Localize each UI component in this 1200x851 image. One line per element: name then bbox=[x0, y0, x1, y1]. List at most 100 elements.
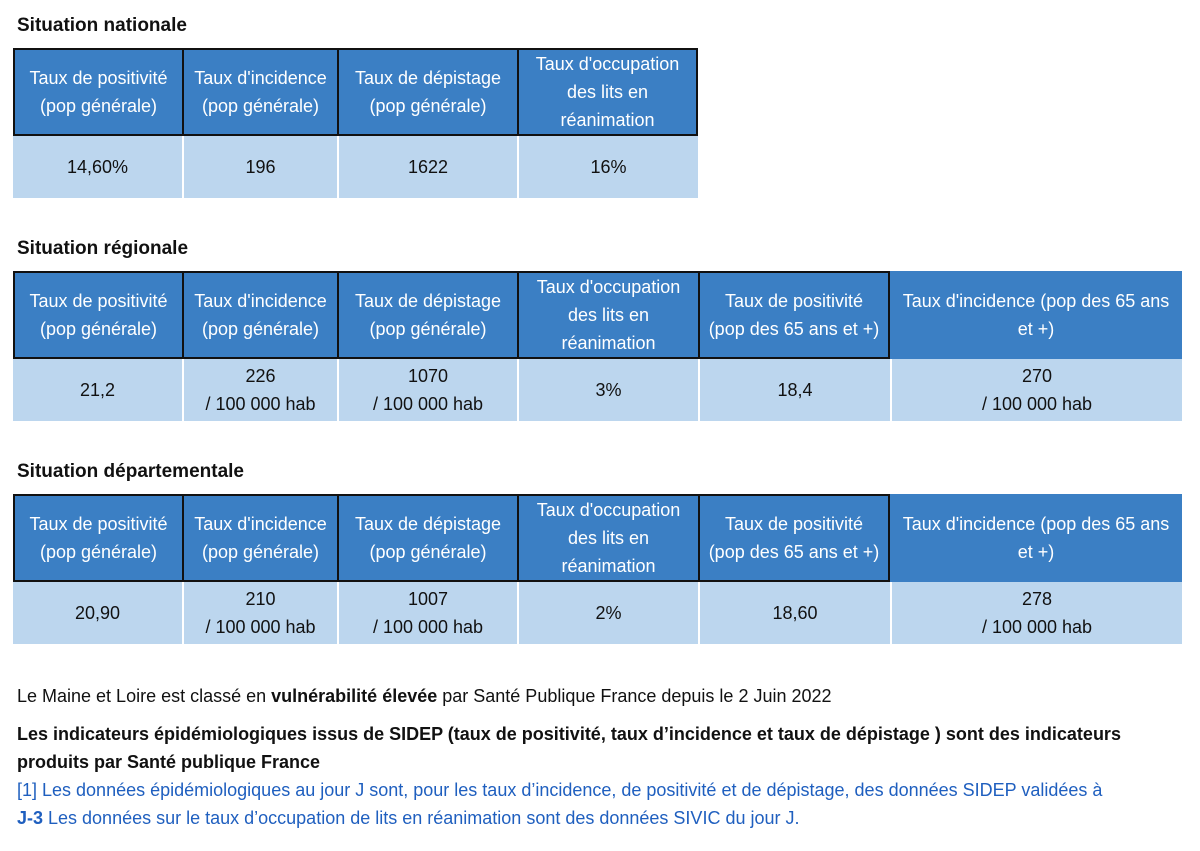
cell-line: Taux de dépistage bbox=[354, 291, 502, 311]
cell-line: Taux de positivité bbox=[29, 514, 168, 534]
cell-line: Taux d'occupation bbox=[535, 54, 680, 74]
cell-line: réanimation bbox=[561, 556, 656, 576]
vulnerability-note: Le Maine et Loire est classé en vulnérab… bbox=[17, 682, 832, 710]
cell-line: 1070 bbox=[407, 366, 449, 386]
header-cell: Taux de positivité (pop générale) bbox=[13, 271, 182, 359]
cell-line: des lits en bbox=[567, 528, 650, 548]
header-cell: Taux d'occupation des lits en réanimation bbox=[517, 271, 698, 359]
value-cell: 3% bbox=[517, 359, 698, 421]
cell-line: / 100 000 hab bbox=[981, 617, 1093, 637]
table-header-row: Taux de positivité (pop générale) Taux d'… bbox=[13, 271, 1182, 359]
cell-line: Taux d'incidence (pop des 65 ans bbox=[902, 291, 1170, 311]
vulnerability-suffix: par Santé Publique France depuis le 2 Ju… bbox=[437, 686, 832, 706]
value-cell: 20,90 bbox=[13, 582, 182, 644]
cell-line: / 100 000 hab bbox=[372, 617, 484, 637]
table-row: 14,60% 196 1622 16% bbox=[13, 136, 698, 198]
cell-line: (pop générale) bbox=[201, 319, 320, 339]
cell-line: 16% bbox=[590, 157, 627, 177]
cell-line: des lits en bbox=[566, 82, 649, 102]
cell-line: / 100 000 hab bbox=[205, 617, 316, 637]
cell-line: 20,90 bbox=[74, 603, 121, 623]
cell-line: 196 bbox=[245, 157, 276, 177]
cell-line: Taux de positivité bbox=[29, 291, 168, 311]
cell-line: 18,60 bbox=[772, 603, 818, 623]
cell-line: réanimation bbox=[560, 110, 655, 130]
header-cell: Taux de positivité (pop générale) bbox=[13, 48, 182, 136]
header-cell: Taux d'incidence (pop des 65 ans et +) bbox=[890, 271, 1182, 359]
cell-line: 3% bbox=[595, 380, 622, 400]
cell-line: 14,60% bbox=[66, 157, 129, 177]
value-cell: 210 / 100 000 hab bbox=[182, 582, 337, 644]
cell-line: 2% bbox=[595, 603, 622, 623]
cell-line: réanimation bbox=[561, 333, 656, 353]
header-cell: Taux de positivité (pop des 65 ans et +) bbox=[698, 494, 890, 582]
cell-line: 270 bbox=[1021, 366, 1053, 386]
vulnerability-level: vulnérabilité élevée bbox=[271, 686, 438, 706]
section-title-regionale: Situation régionale bbox=[17, 238, 189, 259]
value-cell: 18,4 bbox=[698, 359, 890, 421]
header-cell: Taux d'occupation des lits en réanimation bbox=[517, 494, 698, 582]
cell-line: des lits en bbox=[567, 305, 650, 325]
table-departementale: Taux de positivité (pop générale) Taux d'… bbox=[13, 494, 1182, 644]
cell-line: (pop générale) bbox=[369, 542, 487, 562]
cell-line: Taux d'incidence bbox=[194, 291, 327, 311]
cell-line: Taux d'incidence bbox=[194, 68, 327, 88]
cell-line: (pop des 65 ans et +) bbox=[708, 542, 880, 562]
value-cell: 21,2 bbox=[13, 359, 182, 421]
table-row: 21,2 226/ 100 000 hab 1070/ 100 000 hab … bbox=[13, 359, 1182, 421]
cell-line: (pop générale) bbox=[369, 319, 487, 339]
footnote: [1] Les données épidémiologiques au jour… bbox=[17, 776, 1102, 832]
footnote-line2-text: Les données sur le taux d’occupation de … bbox=[43, 808, 800, 828]
cell-line: et +) bbox=[1017, 319, 1055, 339]
header-cell: Taux de dépistage (pop générale) bbox=[337, 48, 517, 136]
value-cell: 16% bbox=[517, 136, 698, 198]
cell-line: Taux d'occupation bbox=[536, 500, 681, 520]
value-cell: 196 bbox=[182, 136, 337, 198]
cell-line: / 100 000 hab bbox=[372, 394, 484, 414]
cell-line: Taux d'incidence (pop des 65 ans bbox=[902, 514, 1170, 534]
header-cell: Taux d'incidence (pop générale) bbox=[182, 271, 337, 359]
cell-line: (pop générale) bbox=[39, 542, 158, 562]
table-row: 20,90 210 / 100 000 hab 1007 / 100 000 hab… bbox=[13, 582, 1182, 644]
table-nationale: Taux de positivité (pop générale) Taux d'… bbox=[13, 48, 698, 198]
cell-line: 226 bbox=[245, 366, 276, 386]
cell-line: 18,4 bbox=[777, 380, 813, 400]
value-cell: 18,60 bbox=[698, 582, 890, 644]
cell-line: / 100 000 hab bbox=[205, 394, 316, 414]
value-cell: 1007 / 100 000 hab bbox=[337, 582, 517, 644]
header-cell: Taux d'incidence (pop des 65 ans et +) bbox=[890, 494, 1182, 582]
header-cell: Taux de dépistage (pop générale) bbox=[337, 494, 517, 582]
cell-line: Taux d'incidence bbox=[194, 514, 327, 534]
cell-line: Taux de positivité bbox=[724, 291, 864, 311]
sidep-note-line1: Les indicateurs épidémiologiques issus d… bbox=[17, 724, 1121, 744]
footnote-line2: J-3 Les données sur le taux d’occupation… bbox=[17, 804, 1102, 832]
value-cell: 2% bbox=[517, 582, 698, 644]
section-title-nationale: Situation nationale bbox=[17, 15, 187, 36]
cell-line: 21,2 bbox=[79, 380, 116, 400]
cell-line: 210 bbox=[245, 589, 276, 609]
value-cell: 1622 bbox=[337, 136, 517, 198]
cell-line: (pop des 65 ans et +) bbox=[708, 319, 880, 339]
cell-line: (pop générale) bbox=[369, 96, 487, 116]
table-regionale: Taux de positivité (pop générale) Taux d'… bbox=[13, 271, 1182, 421]
footnote-line1: [1] Les données épidémiologiques au jour… bbox=[17, 780, 1103, 800]
header-cell: Taux de dépistage (pop générale) bbox=[337, 271, 517, 359]
header-cell: Taux de positivité (pop générale) bbox=[13, 494, 182, 582]
table-header-row: Taux de positivité (pop générale) Taux d'… bbox=[13, 48, 698, 136]
cell-line: Taux de dépistage bbox=[354, 68, 502, 88]
cell-line: 1622 bbox=[407, 157, 449, 177]
cell-line: (pop générale) bbox=[39, 96, 158, 116]
value-cell: 14,60% bbox=[13, 136, 182, 198]
cell-line: Taux d'occupation bbox=[536, 277, 681, 297]
value-cell: 278 / 100 000 hab bbox=[890, 582, 1182, 644]
value-cell: 226 / 100 000 hab bbox=[182, 359, 337, 421]
cell-line: (pop générale) bbox=[39, 319, 158, 339]
section-title-departementale: Situation départementale bbox=[17, 461, 244, 482]
sidep-note: Les indicateurs épidémiologiques issus d… bbox=[17, 720, 1121, 776]
header-cell: Taux de positivité (pop des 65 ans et +) bbox=[698, 271, 890, 359]
cell-line: 278 bbox=[1021, 589, 1053, 609]
value-cell: 1070 / 100 000 hab bbox=[337, 359, 517, 421]
cell-line: Taux de dépistage bbox=[354, 514, 502, 534]
header-cell: Taux d'incidence (pop générale) bbox=[182, 48, 337, 136]
header-cell: Taux d'incidence (pop générale) bbox=[182, 494, 337, 582]
